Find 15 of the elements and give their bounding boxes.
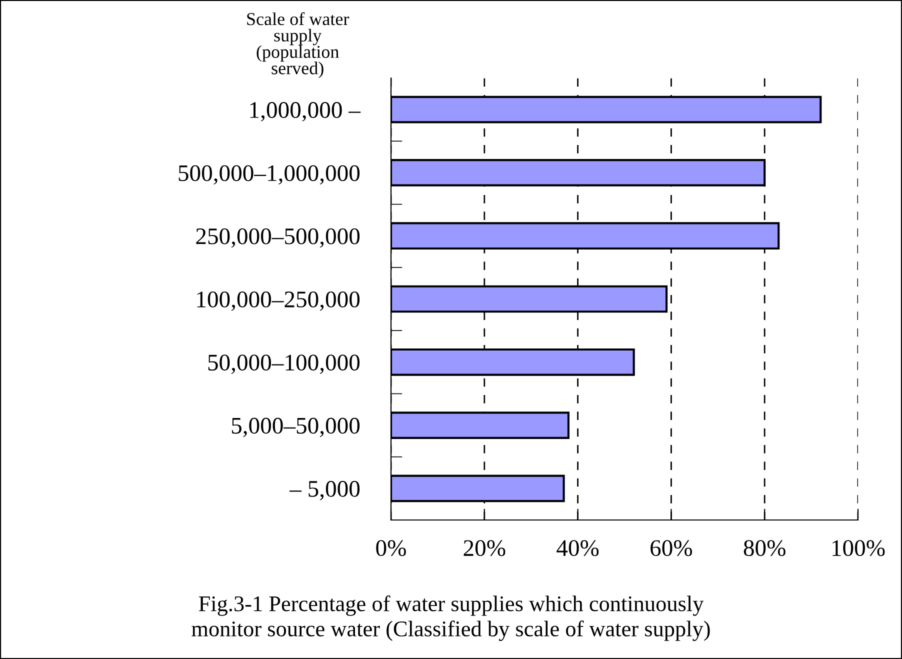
text: Fig.3-1 Percentage of water supplies which continuously monitor source water (Classified by scale of water supply) (192, 595, 710, 641)
x-tick-label: 20% (464, 540, 506, 556)
y-axis-title: Scale of water supply (population served) (247, 12, 350, 78)
x-tick-label: 60% (650, 540, 692, 556)
y-tick-label: 5,000–50,000 (232, 418, 360, 438)
y-tick-label: 100,000–250,000 (197, 291, 360, 311)
y-tick-label: 250,000–500,000 (196, 228, 360, 248)
x-tick-label: 100% (832, 540, 885, 556)
y-tick-label: – 5,000 (289, 480, 360, 500)
x-tick-label: 40% (556, 540, 599, 556)
x-tick-label: 0% (376, 540, 406, 556)
x-tick-label: 80% (744, 540, 786, 556)
y-tick-label: 500,000–1,000,000 (178, 165, 360, 185)
y-tick-label: 50,000–100,000 (208, 354, 360, 374)
y-tick-label: 1,000,000 – (250, 102, 361, 122)
